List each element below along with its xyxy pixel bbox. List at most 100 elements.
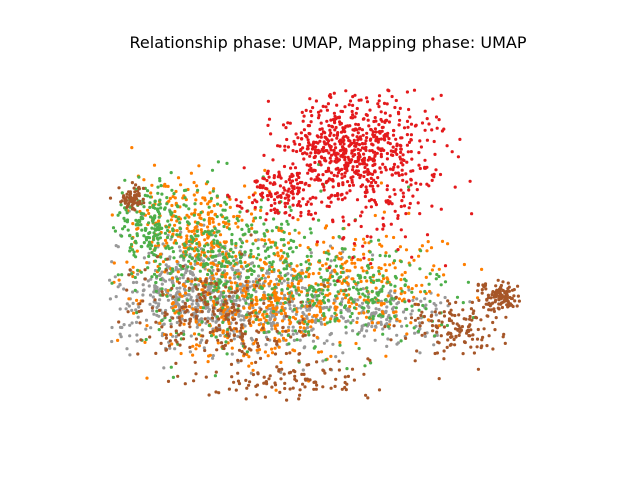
scatter-point	[328, 161, 332, 165]
scatter-point	[394, 276, 398, 280]
scatter-point	[238, 255, 243, 260]
scatter-point	[313, 148, 317, 152]
scatter-point	[467, 334, 471, 338]
scatter-point	[156, 237, 160, 241]
scatter-point	[190, 313, 194, 317]
scatter-point	[238, 298, 242, 302]
scatter-point	[131, 274, 135, 279]
scatter-point	[298, 142, 302, 147]
scatter-point	[293, 166, 298, 170]
scatter-point	[226, 260, 230, 264]
scatter-point	[349, 160, 353, 164]
scatter-point	[411, 194, 415, 198]
scatter-point	[254, 317, 258, 322]
scatter-point	[474, 316, 479, 320]
scatter-point	[362, 306, 366, 310]
scatter-point	[299, 131, 303, 135]
scatter-point	[120, 273, 124, 277]
scatter-point	[360, 162, 365, 166]
scatter-point	[338, 142, 342, 146]
scatter-point	[213, 226, 217, 231]
scatter-point	[236, 358, 240, 362]
scatter-point	[135, 298, 139, 302]
scatter-point	[194, 320, 198, 324]
scatter-point	[359, 137, 363, 141]
scatter-point	[383, 132, 388, 136]
scatter-point	[215, 288, 219, 292]
scatter-point	[435, 351, 439, 355]
scatter-point	[461, 301, 465, 305]
scatter-point	[244, 280, 248, 284]
scatter-point	[391, 145, 395, 149]
scatter-point	[245, 223, 249, 227]
scatter-point	[269, 300, 274, 304]
scatter-point	[136, 203, 140, 207]
scatter-point	[352, 242, 356, 246]
scatter-point	[491, 320, 495, 325]
scatter-point	[345, 268, 349, 273]
scatter-point	[144, 327, 148, 331]
scatter-point	[369, 176, 373, 180]
scatter-point	[143, 268, 147, 272]
scatter-point	[416, 316, 420, 320]
scatter-point	[238, 237, 242, 241]
scatter-point	[505, 289, 509, 294]
scatter-point	[379, 303, 383, 307]
scatter-point	[185, 298, 190, 302]
scatter-point	[497, 302, 501, 306]
scatter-point	[399, 147, 403, 151]
scatter-point	[252, 269, 256, 273]
scatter-point	[480, 338, 484, 342]
scatter-point	[472, 351, 476, 355]
scatter-point	[409, 133, 413, 137]
scatter-point	[178, 249, 182, 253]
scatter-point	[230, 306, 234, 310]
scatter-point	[405, 307, 409, 311]
scatter-point	[494, 284, 498, 288]
scatter-point	[334, 294, 338, 298]
scatter-point	[332, 301, 336, 305]
scatter-point	[240, 218, 244, 222]
scatter-point	[317, 162, 321, 167]
scatter-point	[117, 320, 121, 324]
scatter-point	[341, 351, 345, 355]
scatter-point	[152, 238, 156, 242]
scatter-point	[216, 160, 220, 164]
scatter-point	[286, 284, 290, 288]
scatter-point	[316, 116, 321, 120]
scatter-point	[191, 273, 195, 277]
scatter-point	[226, 332, 230, 336]
scatter-point	[239, 329, 243, 333]
scatter-point	[378, 313, 382, 317]
scatter-point	[237, 314, 241, 318]
scatter-point	[219, 303, 223, 307]
scatter-point	[156, 241, 160, 245]
scatter-point	[364, 393, 368, 397]
scatter-point	[211, 329, 215, 333]
scatter-point	[210, 168, 215, 172]
scatter-point	[201, 334, 205, 338]
scatter-point	[260, 276, 264, 280]
scatter-point	[340, 109, 345, 114]
scatter-point	[165, 235, 170, 240]
scatter-point	[256, 344, 261, 348]
scatter-point	[227, 222, 231, 226]
scatter-point	[401, 178, 405, 182]
scatter-point	[166, 228, 170, 233]
scatter-point	[141, 186, 145, 190]
scatter-point	[137, 192, 141, 196]
scatter-point	[450, 150, 454, 154]
scatter-point	[172, 309, 176, 313]
scatter-point	[121, 195, 125, 199]
scatter-point	[187, 304, 191, 309]
scatter-point	[302, 235, 307, 239]
scatter-point	[308, 227, 312, 231]
scatter-point	[169, 332, 173, 336]
scatter-point	[362, 256, 366, 260]
scatter-point	[175, 277, 180, 281]
scatter-point	[214, 320, 218, 324]
scatter-point	[176, 217, 181, 221]
scatter-point	[223, 343, 227, 347]
scatter-point	[332, 133, 336, 137]
scatter-point	[315, 304, 319, 308]
